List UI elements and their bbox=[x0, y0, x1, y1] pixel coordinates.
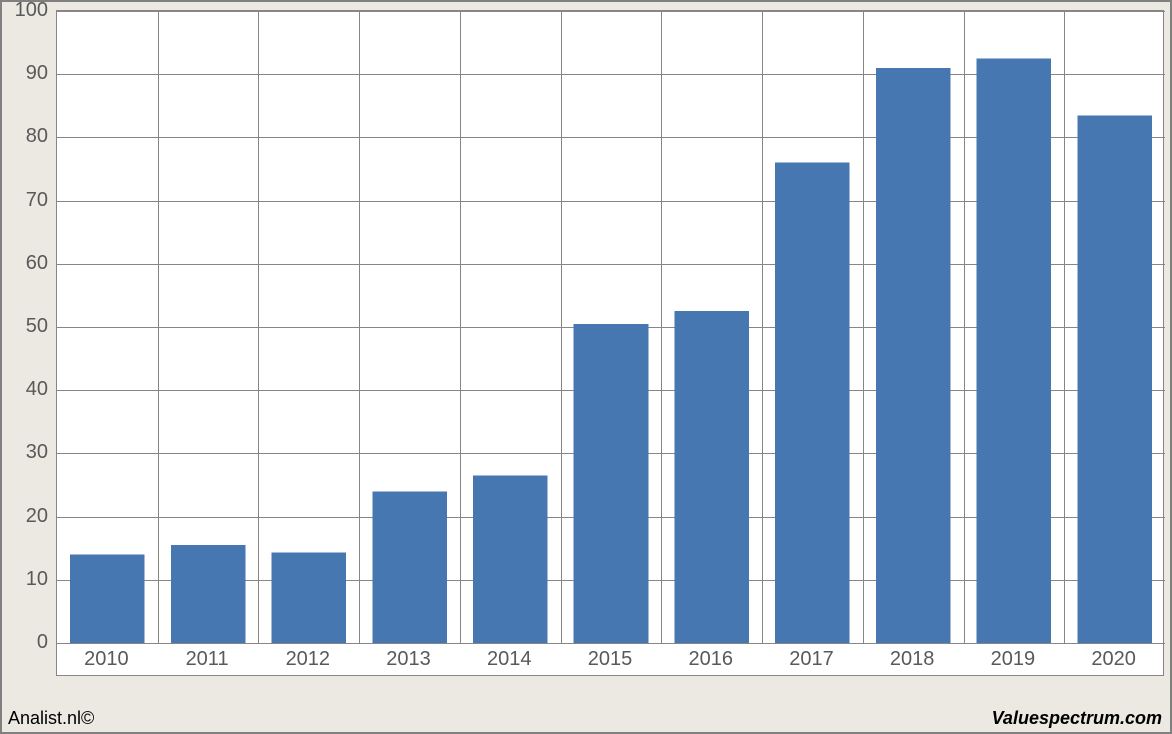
y-tick-label: 60 bbox=[2, 253, 48, 273]
x-tick-label: 2014 bbox=[469, 649, 549, 669]
bar-2014 bbox=[473, 476, 548, 643]
y-tick-label: 80 bbox=[2, 126, 48, 146]
x-tick-label: 2020 bbox=[1074, 649, 1154, 669]
plot-area bbox=[56, 10, 1164, 676]
x-tick-label: 2019 bbox=[973, 649, 1053, 669]
y-tick-label: 30 bbox=[2, 442, 48, 462]
x-tick-label: 2013 bbox=[369, 649, 449, 669]
bar-2011 bbox=[171, 545, 246, 643]
bar-2018 bbox=[876, 68, 951, 643]
bar-2015 bbox=[574, 324, 649, 643]
bar-2020 bbox=[1077, 115, 1152, 643]
bar-2019 bbox=[977, 58, 1052, 643]
bars-group bbox=[70, 58, 1152, 643]
y-tick-label: 50 bbox=[2, 316, 48, 336]
y-tick-label: 70 bbox=[2, 190, 48, 210]
x-tick-label: 2012 bbox=[268, 649, 348, 669]
y-tick-label: 100 bbox=[2, 0, 48, 20]
x-tick-label: 2018 bbox=[872, 649, 952, 669]
x-tick-label: 2017 bbox=[771, 649, 851, 669]
y-tick-label: 90 bbox=[2, 63, 48, 83]
bar-2012 bbox=[272, 553, 347, 643]
y-tick-label: 40 bbox=[2, 379, 48, 399]
y-tick-label: 0 bbox=[2, 632, 48, 652]
y-tick-label: 20 bbox=[2, 506, 48, 526]
x-tick-label: 2010 bbox=[66, 649, 146, 669]
footer-right-credit: Valuespectrum.com bbox=[992, 708, 1162, 729]
chart-container: 0 10 20 30 40 50 60 70 80 90 100 2010 2011 2012 2013 2… bbox=[0, 0, 1172, 734]
footer-left-credit: Analist.nl© bbox=[8, 708, 94, 729]
bar-2010 bbox=[70, 555, 145, 643]
x-tick-label: 2015 bbox=[570, 649, 650, 669]
bar-2013 bbox=[372, 491, 447, 643]
x-tick-label: 2011 bbox=[167, 649, 247, 669]
y-tick-label: 10 bbox=[2, 569, 48, 589]
bar-2016 bbox=[674, 311, 749, 643]
x-tick-label: 2016 bbox=[671, 649, 751, 669]
chart-svg bbox=[57, 11, 1165, 677]
bar-2017 bbox=[775, 163, 850, 643]
